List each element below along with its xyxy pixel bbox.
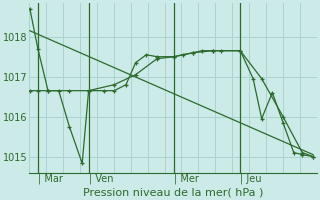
X-axis label: Pression niveau de la mer( hPa ): Pression niveau de la mer( hPa ) bbox=[83, 187, 263, 197]
